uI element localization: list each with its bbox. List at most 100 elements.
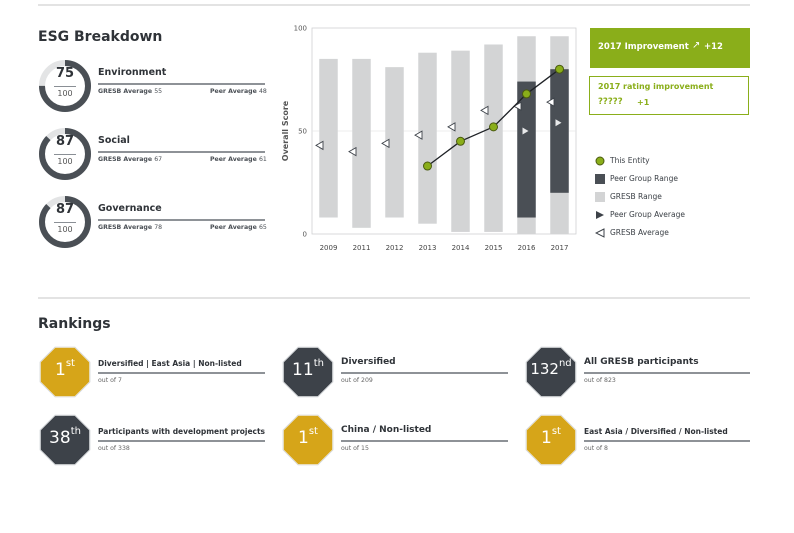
chart-canvas: 0 50 100 Overall Score 2009 2011 2012 2013 2014 2…	[281, 25, 577, 252]
rank-bar	[341, 372, 508, 374]
green-dot-icon	[595, 156, 605, 166]
trend-up-icon: ↗	[692, 40, 701, 51]
x-tick-label: 2013	[419, 244, 437, 252]
score-value: 75	[55, 66, 75, 81]
rank-bar	[584, 372, 750, 374]
rating-improvement-value: +1	[637, 98, 650, 107]
gresb-average-marker	[414, 130, 423, 140]
rank-badge: 11th	[281, 345, 335, 399]
rank-out-of: out of 823	[584, 377, 616, 384]
ranking-item: 1st China / Non-listed out of 15	[281, 413, 511, 469]
rating-improvement-label: 2017 rating improvement	[598, 82, 714, 91]
rank-badge: 1st	[281, 413, 335, 467]
category-name: Social	[98, 135, 130, 146]
this-entity-point	[522, 89, 531, 99]
right-triangle-icon	[596, 211, 604, 219]
y-tick-label: 100	[294, 25, 307, 33]
x-tick-label: 2017	[551, 244, 569, 252]
rank-number: 38th	[49, 426, 81, 448]
octagon-shape	[39, 346, 91, 398]
esg-breakdown-title: ESG Breakdown	[38, 29, 163, 45]
rank-bar	[584, 440, 750, 442]
y-axis-label: Overall Score	[281, 100, 290, 161]
gresb-average: GRESB Average 67	[98, 156, 163, 163]
left-triangle-icon	[595, 228, 605, 238]
gresb-average-marker	[381, 138, 390, 149]
donut-ring	[39, 128, 91, 180]
rank-out-of: out of 7	[98, 377, 122, 384]
improvement-value: +12	[704, 42, 723, 52]
rank-group-name: China / Non-listed	[341, 425, 432, 435]
rank-group-name: Diversified	[341, 357, 396, 367]
score-row-environment: 75 100 Environment GRESB Average 55 Peer…	[38, 59, 268, 115]
score-row-governance: 87 100 Governance GRESB Average 78 Peer …	[38, 195, 268, 251]
top-divider	[38, 4, 750, 6]
category-name: Environment	[98, 67, 167, 78]
peer-average: Peer Average 61	[210, 156, 267, 163]
overall-score-chart: 0 50 100 Overall Score 2009 2011 2012 2013 2014 2…	[276, 20, 582, 260]
peer-group-average-marker	[522, 127, 529, 135]
score-value: 87	[55, 202, 75, 217]
gresb-range-bar	[319, 58, 338, 218]
gresb-average-marker	[546, 97, 555, 107]
peer-group-average-marker	[555, 119, 562, 127]
category-bar	[98, 83, 265, 85]
gresb-average-marker	[315, 140, 324, 151]
donut-ring	[39, 196, 91, 248]
this-entity-point	[489, 122, 498, 132]
gresb-average-marker	[348, 146, 357, 157]
y-tick-label: 0	[303, 231, 307, 239]
rank-bar	[341, 440, 508, 442]
category-bar	[98, 151, 265, 153]
this-entity-point	[456, 136, 465, 146]
rank-bar	[98, 372, 265, 374]
score-row-social: 87 100 Social GRESB Average 67 Peer Aver…	[38, 127, 268, 183]
score-value: 87	[55, 134, 75, 149]
octagon-shape	[525, 414, 577, 466]
dark-square-icon	[595, 174, 605, 184]
gresb-average-marker	[480, 105, 489, 116]
category-name: Governance	[98, 203, 162, 214]
rank-number: 1st	[55, 358, 75, 380]
improvement-label: 2017 Improvement	[598, 42, 689, 52]
rank-number: 1st	[541, 426, 561, 448]
ranking-item: 132nd All GRESB participants out of 823	[524, 345, 754, 401]
ranking-item: 1st Diversified | East Asia | Non-listed…	[38, 345, 268, 401]
rank-out-of: out of 15	[341, 445, 369, 452]
rank-group-name: Participants with development projects	[98, 427, 266, 436]
gresb-average-marker	[513, 101, 522, 112]
rank-out-of: out of 8	[584, 445, 608, 452]
improvement-box: 2017 Improvement ↗ +12	[590, 28, 750, 68]
donut-ring	[39, 60, 91, 112]
ranking-item: 11th Diversified out of 209	[281, 345, 511, 401]
octagon-shape	[282, 414, 334, 466]
score-max: 100	[57, 225, 73, 234]
score-donut: 87 100	[38, 195, 92, 249]
rank-number: 1st	[298, 426, 318, 448]
rank-badge: 1st	[524, 413, 578, 467]
this-entity-point	[555, 64, 564, 74]
rank-out-of: out of 209	[341, 377, 373, 384]
rank-badge: 132nd	[524, 345, 578, 399]
peer-average: Peer Average 65	[210, 224, 267, 231]
rating-improvement-box: 2017 rating improvement ????? +1	[589, 76, 749, 115]
section-divider	[38, 297, 750, 299]
octagon-shape	[525, 346, 577, 398]
gresb-average-marker	[447, 122, 456, 132]
rank-badge: 38th	[38, 413, 92, 467]
peer-average: Peer Average 48	[210, 88, 267, 95]
rank-group-name: All GRESB participants	[584, 357, 699, 367]
x-tick-label: 2011	[353, 244, 371, 252]
score-divider	[54, 222, 76, 223]
rank-number: 132nd	[530, 358, 572, 378]
gresb-range-bar	[352, 58, 371, 228]
rankings-title: Rankings	[38, 316, 111, 332]
gresb-average: GRESB Average 55	[98, 88, 163, 95]
octagon-shape	[39, 414, 91, 466]
ranking-item: 1st East Asia / Diversified / Non-listed…	[524, 413, 754, 469]
x-tick-label: 2009	[320, 244, 338, 252]
gresb-range-bar	[484, 44, 503, 232]
rank-number: 11th	[292, 358, 324, 380]
category-bar	[98, 219, 265, 221]
octagon-shape	[282, 346, 334, 398]
